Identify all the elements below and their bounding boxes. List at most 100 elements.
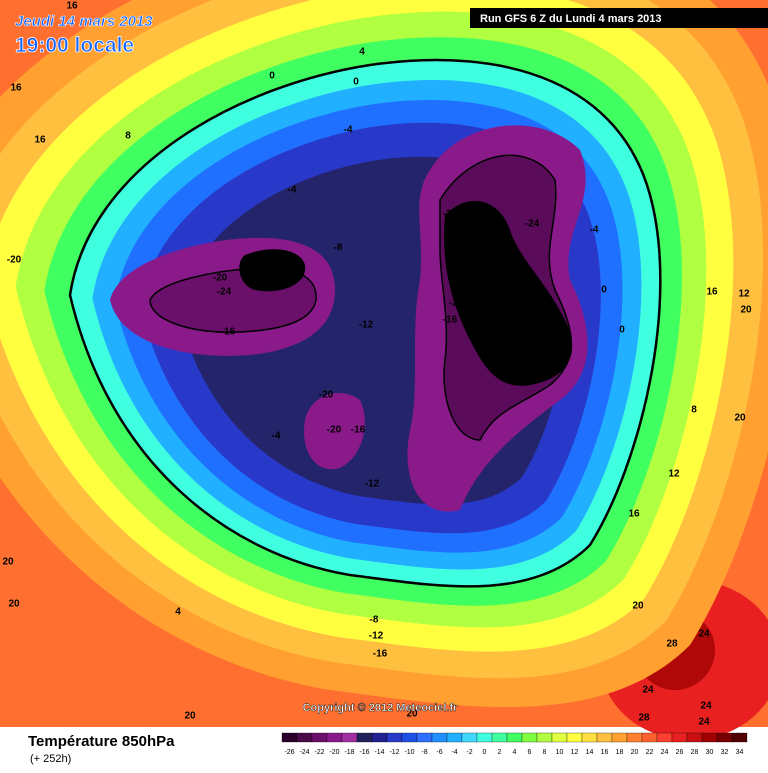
scale-label: 8 (543, 749, 547, 756)
scale-swatch (506, 732, 523, 743)
date-label: Jeudi 14 mars 2013 (15, 13, 153, 30)
contour-label: -4 (272, 431, 281, 442)
contour-label: 0 (601, 285, 607, 296)
contour-label: -16 (221, 327, 236, 338)
scale-swatch (401, 732, 418, 743)
contour-label: -28 (529, 299, 544, 310)
scale-label: 10 (556, 749, 564, 756)
scale-label: 24 (661, 749, 669, 756)
scale-swatch (536, 732, 553, 743)
scale-label: -18 (344, 749, 354, 756)
contour-label: -12 (359, 320, 374, 331)
contour-label: -28 (443, 209, 458, 220)
contour-label: -28 (265, 255, 280, 266)
contour-label: 24 (698, 717, 710, 728)
run-label: Run GFS 6 Z du Lundi 4 mars 2013 (480, 13, 662, 25)
contour-label: -20 (319, 390, 334, 401)
contour-label: 20 (632, 601, 644, 612)
contour-label: -20 (7, 255, 22, 266)
contour-label: -12 (365, 479, 380, 490)
contour-label: -8 (334, 243, 343, 254)
cold-zone-north (304, 392, 365, 470)
scale-label: 12 (571, 749, 579, 756)
scale-swatch (581, 732, 598, 743)
contour-label: 24 (700, 701, 712, 712)
scale-label: 18 (616, 749, 624, 756)
contour-label: 16 (34, 135, 46, 146)
run-box (470, 8, 768, 28)
scale-label: -8 (421, 749, 427, 756)
contour-label: 20 (406, 709, 418, 720)
scale-swatch (551, 732, 568, 743)
contour-labels: 16 16 16 8 -20 0 0 4 -4 -4 -8 -28 -20 -24 -16 -12 -28 -24… (2, 1, 752, 728)
scale-swatch (626, 732, 643, 743)
scale-label: -2 (466, 749, 472, 756)
contour-label: -8 (370, 615, 379, 626)
contour-label: -28 (543, 309, 558, 320)
scale-label: 0 (483, 749, 487, 756)
color-scale: -26 -24 -22 -20 -18 -16 -14 -12 -10 -8 -6 -4 -2 0 2 4 6 8… (281, 732, 748, 756)
cold-core-west (239, 249, 306, 292)
contour-label: -4 (590, 225, 599, 236)
scale-swatch (701, 732, 718, 743)
contour-label: -4 (288, 185, 297, 196)
scale-label: 30 (706, 749, 714, 756)
scale-label: 22 (646, 749, 654, 756)
scale-label: 4 (513, 749, 517, 756)
copyright: Copyright © 2012 Meteociel.fr (303, 702, 459, 714)
contour-label: -16 (443, 315, 458, 326)
contour-label: -24 (525, 219, 540, 230)
scale-swatch (641, 732, 658, 743)
scale-label: 14 (586, 749, 594, 756)
contour-label: 20 (184, 711, 196, 722)
contour-label: 20 (734, 413, 746, 424)
contour-label: 24 (642, 685, 654, 696)
scale-swatch (326, 732, 343, 743)
scale-label: -14 (374, 749, 384, 756)
scale-swatch (431, 732, 448, 743)
scale-swatch (596, 732, 613, 743)
scale-label: -16 (359, 749, 369, 756)
contour-label: 20 (740, 305, 752, 316)
scale-label: -10 (404, 749, 414, 756)
scale-swatch (296, 732, 313, 743)
scale-swatch (416, 732, 433, 743)
contour-label: -20 (449, 298, 464, 309)
contour-label: 24 (698, 629, 710, 640)
scale-label: 34 (736, 749, 744, 756)
contour-label: 8 (125, 131, 131, 142)
contour-label: 20 (2, 557, 14, 568)
scale-swatch (671, 732, 688, 743)
contour-label: 16 (66, 1, 78, 12)
scale-swatch (311, 732, 328, 743)
scale-swatch (566, 732, 583, 743)
scale-label: 32 (721, 749, 729, 756)
scale-swatch (731, 732, 748, 743)
scale-swatch (611, 732, 628, 743)
contour-label: 20 (8, 599, 20, 610)
contour-label: 4 (359, 47, 365, 58)
scale-swatch (656, 732, 673, 743)
time-label: 19:00 locale (15, 34, 134, 57)
contour-label: 16 (628, 509, 640, 520)
contour-label: -24 (217, 287, 232, 298)
scale-swatch (386, 732, 403, 743)
scale-swatch (446, 732, 463, 743)
scale-label: -20 (329, 749, 339, 756)
scale-label: 20 (631, 749, 639, 756)
contour-label: -20 (327, 425, 342, 436)
contour-label: -20 (213, 273, 228, 284)
contour-label: 16 (10, 83, 22, 94)
scale-swatch (686, 732, 703, 743)
scale-label: 2 (498, 749, 502, 756)
scale-label: -26 (284, 749, 294, 756)
scale-swatch (716, 732, 733, 743)
contour-label: -28 (489, 283, 504, 294)
contour-label: -16 (351, 425, 366, 436)
scale-swatch (356, 732, 373, 743)
contour-label: 0 (269, 71, 275, 82)
cold-core-east (444, 200, 573, 386)
contour-label: -4 (344, 125, 353, 136)
scale-label: -24 (299, 749, 309, 756)
footer-title: Température 850hPa (28, 733, 175, 750)
